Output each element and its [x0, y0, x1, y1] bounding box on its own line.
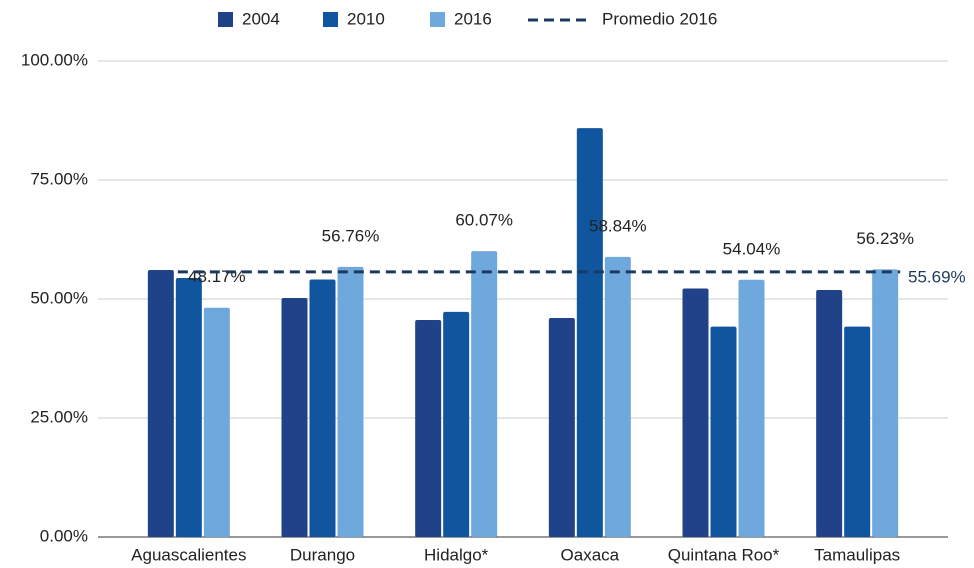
bar: [738, 279, 765, 537]
bar: [576, 128, 603, 537]
x-tick-label: Oaxaca: [561, 545, 620, 564]
legend-swatch: [430, 12, 445, 27]
x-tick-label: Tamaulipas: [814, 545, 900, 564]
bar: [471, 251, 498, 537]
bar: [872, 269, 899, 537]
legend-label: 2016: [454, 9, 492, 28]
data-label: 60.07%: [455, 211, 513, 230]
y-tick-label: 0.00%: [40, 526, 88, 545]
bar: [844, 326, 871, 537]
y-tick-label: 100.00%: [21, 50, 88, 69]
bar: [281, 298, 308, 537]
bar: [548, 318, 575, 537]
bar: [175, 278, 202, 537]
average-label: 55.69%: [908, 267, 966, 286]
x-tick-label: Aguascalientes: [131, 545, 246, 564]
legend-label: 2010: [347, 9, 385, 28]
bar: [443, 311, 470, 537]
data-label: 56.23%: [856, 229, 914, 248]
bar: [309, 279, 336, 537]
legend-swatch: [218, 12, 233, 27]
legend-label: 2004: [242, 9, 280, 28]
data-label: 54.04%: [723, 239, 781, 258]
x-tick-label: Durango: [290, 545, 355, 564]
bar: [816, 289, 843, 537]
bar: [415, 319, 442, 537]
legend-swatch: [323, 12, 338, 27]
x-tick-label: Quintana Roo*: [668, 545, 780, 564]
bar: [604, 256, 631, 537]
x-tick-label: Hidalgo*: [424, 545, 489, 564]
data-label: 56.76%: [322, 226, 380, 245]
bar: [147, 269, 174, 537]
bar: [203, 307, 230, 537]
bar: [682, 288, 709, 537]
bar: [710, 326, 737, 537]
y-tick-label: 50.00%: [30, 288, 88, 307]
bar: [337, 266, 364, 537]
y-tick-label: 75.00%: [30, 169, 88, 188]
data-label: 48.17%: [188, 267, 246, 286]
legend-label: Promedio 2016: [602, 9, 717, 28]
y-tick-label: 25.00%: [30, 407, 88, 426]
data-label: 58.84%: [589, 216, 647, 235]
